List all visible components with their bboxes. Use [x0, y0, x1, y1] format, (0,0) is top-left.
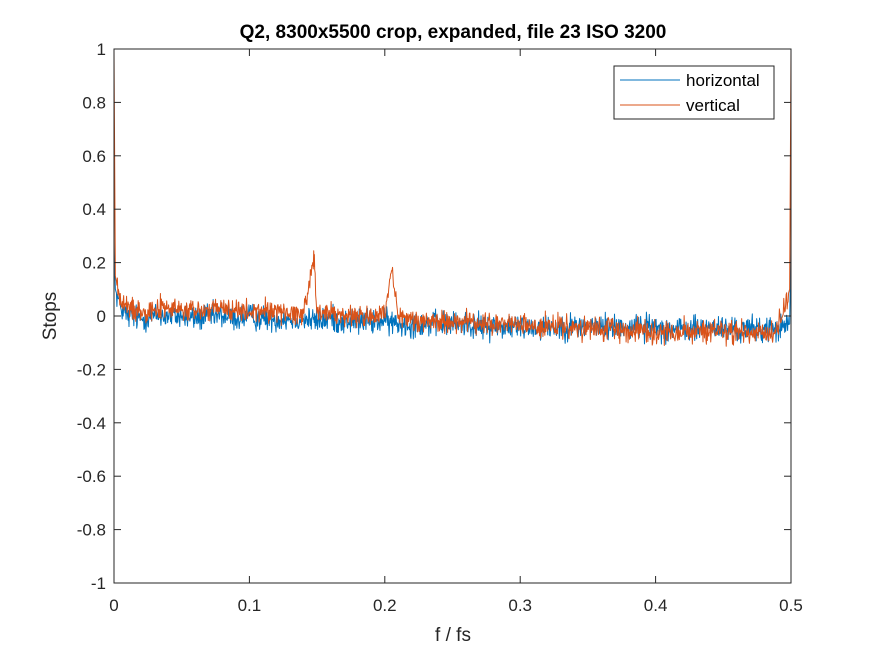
x-tick-label: 0.2: [373, 596, 397, 615]
x-axis-title: f / fs: [435, 625, 471, 646]
y-tick-label: -0.2: [77, 360, 106, 379]
y-ticks: -1 -0.8 -0.6 -0.4 -0.2 0 0.2 0.4 0.6 0.8 1: [77, 40, 791, 593]
series-layer: [113, 48, 792, 347]
legend-label-horizontal: horizontal: [686, 71, 760, 90]
x-tick-label: 0.1: [238, 596, 262, 615]
axes-background: [114, 49, 791, 583]
y-tick-label: 0.8: [82, 93, 106, 112]
legend-label-vertical: vertical: [686, 96, 740, 115]
series-line-vertical: [113, 48, 792, 347]
y-tick-label: 1: [97, 40, 106, 59]
x-tick-label: 0.3: [508, 596, 532, 615]
plot-area: [113, 48, 792, 584]
x-tick-label: 0: [109, 596, 118, 615]
chart-title: Q2, 8300x5500 crop, expanded, file 23 IS…: [240, 22, 667, 43]
y-axis-title: Stops: [40, 292, 61, 341]
y-tick-label: -0.6: [77, 467, 106, 486]
legend: horizontal vertical: [613, 65, 775, 120]
x-tick-label: 0.4: [644, 596, 668, 615]
x-ticks: 0 0.1 0.2 0.3 0.4 0.5: [109, 49, 803, 615]
y-tick-label: -0.4: [77, 414, 106, 433]
legend-box: [613, 65, 775, 120]
x-tick-label: 0.5: [779, 596, 803, 615]
y-tick-label: 0.6: [82, 147, 106, 166]
y-tick-label: 0: [97, 307, 106, 326]
y-tick-label: 0.4: [82, 200, 106, 219]
y-tick-label: -1: [91, 574, 106, 593]
y-tick-label: 0.2: [82, 254, 106, 273]
y-tick-label: -0.8: [77, 521, 106, 540]
